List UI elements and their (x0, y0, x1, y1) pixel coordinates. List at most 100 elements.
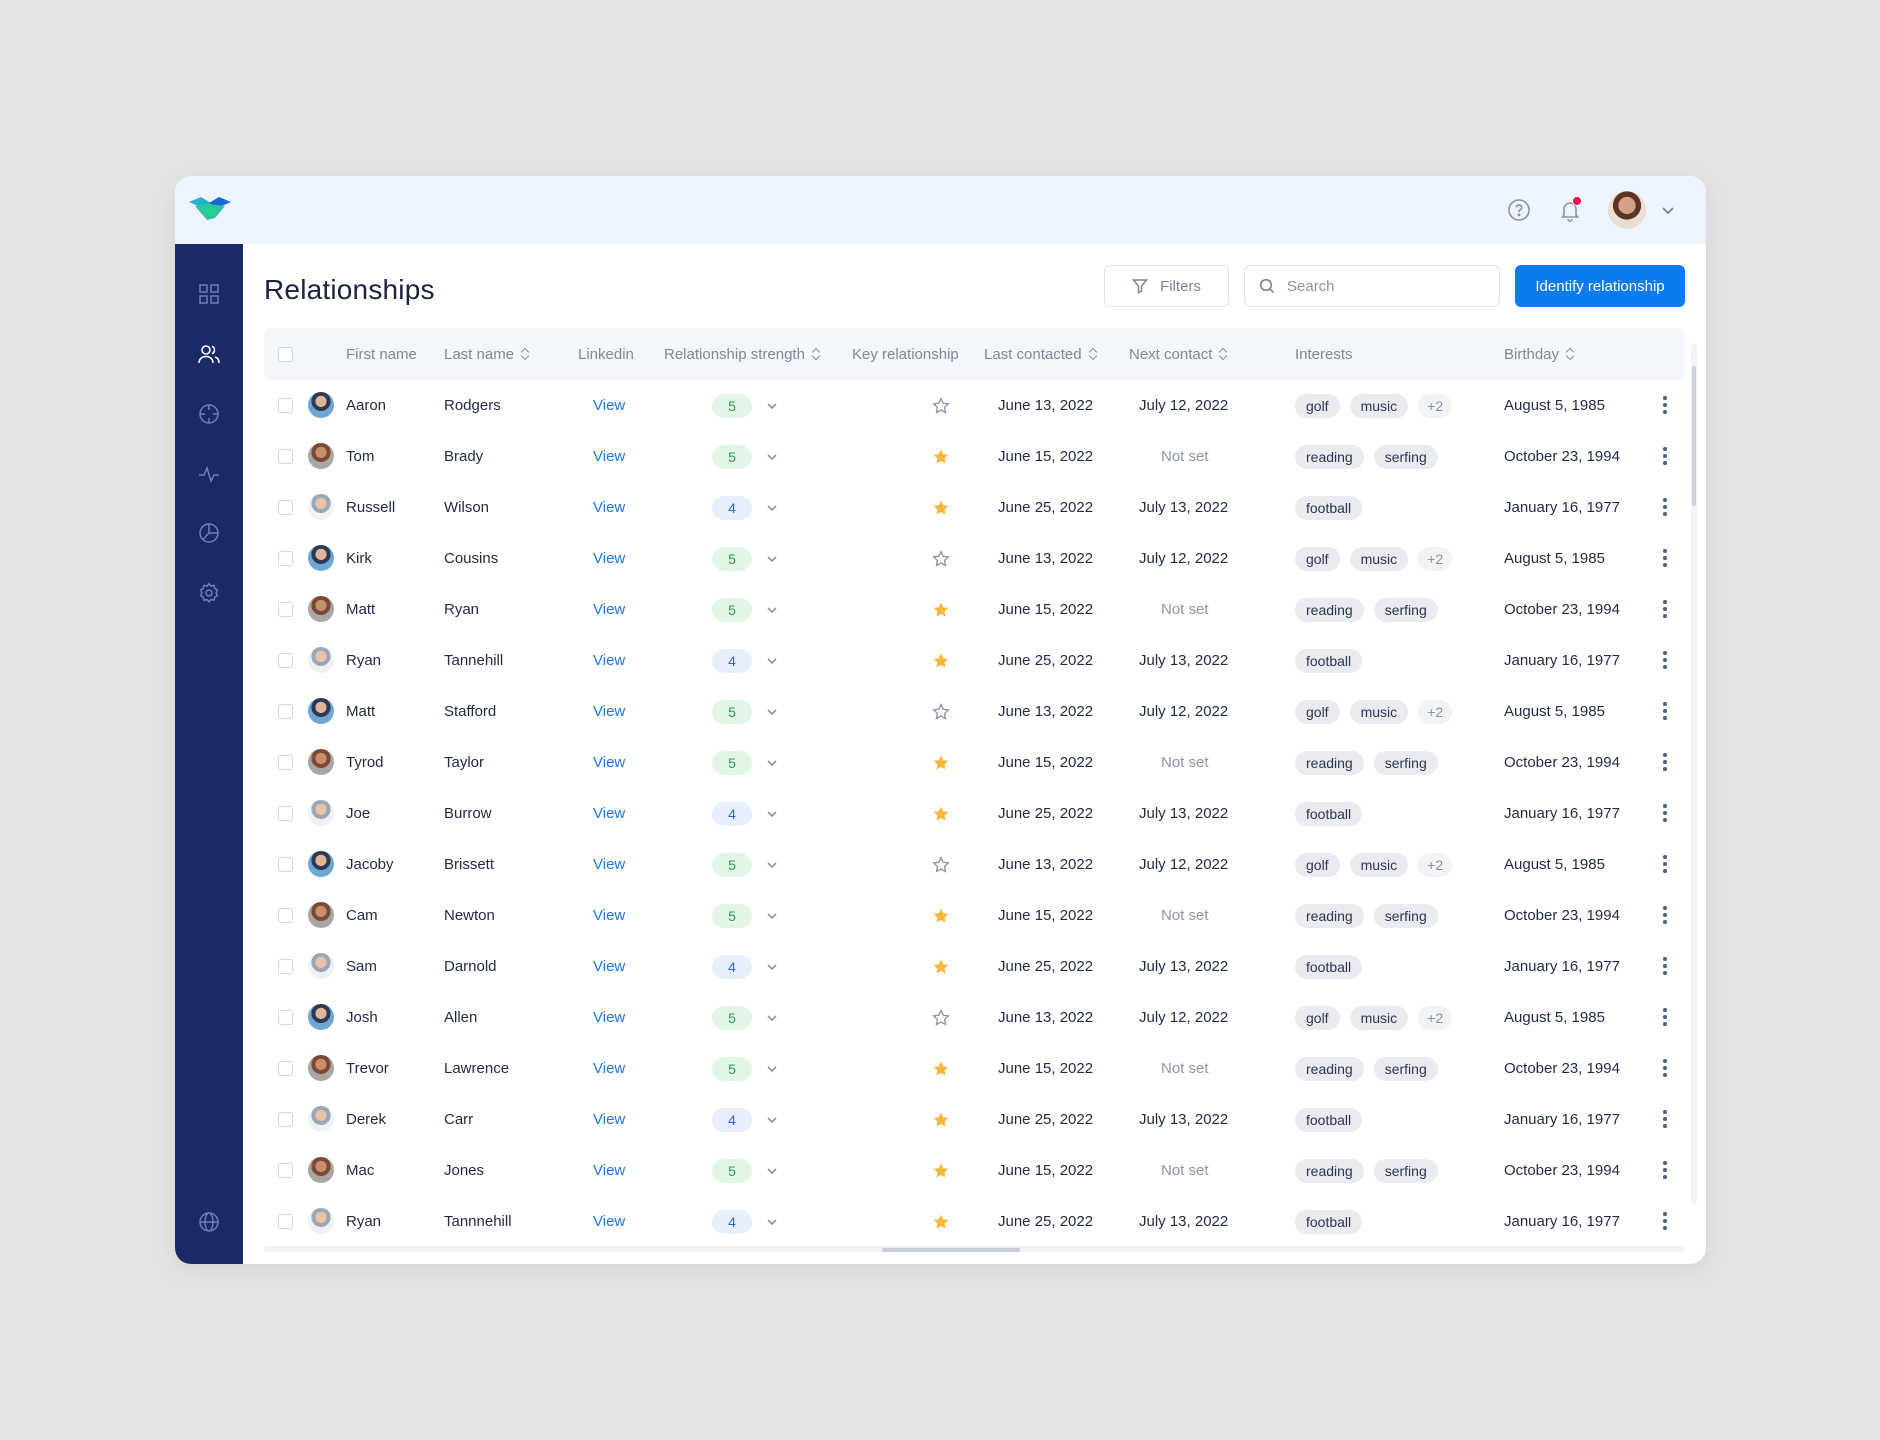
row-menu-icon[interactable] (1663, 1008, 1667, 1026)
strength-cell[interactable]: 4 (712, 635, 778, 686)
strength-cell[interactable]: 5 (712, 584, 778, 635)
key-relationship-toggle[interactable] (932, 380, 950, 431)
table-row[interactable]: Matt Ryan View 5 June 15, 2022 Not set reading… (264, 584, 1685, 635)
row-checkbox[interactable] (278, 806, 293, 821)
chevron-down-icon[interactable] (1660, 202, 1676, 218)
chevron-down-icon[interactable] (766, 1216, 778, 1228)
table-row[interactable]: Matt Stafford View 5 June 13, 2022 July 12, 2… (264, 686, 1685, 737)
linkedin-view-link[interactable]: View (593, 1060, 626, 1077)
chevron-down-icon[interactable] (766, 1114, 778, 1126)
vertical-scroll-track[interactable] (1691, 344, 1697, 1204)
vertical-scrollbar[interactable] (1692, 366, 1696, 506)
strength-cell[interactable]: 4 (712, 1196, 778, 1247)
table-row[interactable]: Ryan Tannnehill View 4 June 25, 2022 July 13,… (264, 1196, 1685, 1247)
column-last-contacted[interactable]: Last contacted (984, 328, 1097, 380)
sort-icon[interactable] (812, 348, 820, 360)
row-checkbox[interactable] (278, 1010, 293, 1025)
column-first-name[interactable]: First name (346, 328, 417, 380)
column-relationship-strength[interactable]: Relationship strength (664, 328, 820, 380)
table-row[interactable]: Mac Jones View 5 June 15, 2022 Not set reading… (264, 1145, 1685, 1196)
row-checkbox[interactable] (278, 449, 293, 464)
row-checkbox[interactable] (278, 500, 293, 515)
table-row[interactable]: Aaron Rodgers View 5 June 13, 2022 July 12, 2… (264, 380, 1685, 431)
linkedin-view-link[interactable]: View (593, 1111, 626, 1128)
row-checkbox[interactable] (278, 704, 293, 719)
chevron-down-icon[interactable] (766, 859, 778, 871)
linkedin-view-link[interactable]: View (593, 856, 626, 873)
row-menu-icon[interactable] (1663, 957, 1667, 975)
table-row[interactable]: Ryan Tannehill View 4 June 25, 2022 July 13, … (264, 635, 1685, 686)
strength-cell[interactable]: 5 (712, 992, 778, 1043)
table-row[interactable]: Jacoby Brissett View 5 June 13, 2022 July 12,… (264, 839, 1685, 890)
linkedin-view-link[interactable]: View (593, 550, 626, 567)
sidebar-item-activity[interactable] (195, 460, 223, 488)
key-relationship-toggle[interactable] (932, 482, 950, 533)
more-interests-badge[interactable]: +2 (1418, 546, 1453, 571)
chevron-down-icon[interactable] (766, 451, 778, 463)
table-row[interactable]: Joe Burrow View 4 June 25, 2022 July 13, 2022… (264, 788, 1685, 839)
help-button[interactable] (1505, 196, 1533, 224)
sidebar-item-relationships[interactable] (195, 340, 223, 368)
table-row[interactable]: Josh Allen View 5 June 13, 2022 July 12, 2022… (264, 992, 1685, 1043)
linkedin-view-link[interactable]: View (593, 907, 626, 924)
strength-cell[interactable]: 4 (712, 482, 778, 533)
strength-cell[interactable]: 5 (712, 431, 778, 482)
chevron-down-icon[interactable] (766, 553, 778, 565)
strength-cell[interactable]: 5 (712, 737, 778, 788)
filters-button[interactable]: Filters (1104, 265, 1229, 307)
sort-icon[interactable] (1089, 348, 1097, 360)
more-interests-badge[interactable]: +2 (1418, 699, 1453, 724)
row-menu-icon[interactable] (1663, 651, 1667, 669)
key-relationship-toggle[interactable] (932, 737, 950, 788)
key-relationship-toggle[interactable] (932, 533, 950, 584)
row-checkbox[interactable] (278, 1163, 293, 1178)
identify-relationship-button[interactable]: Identify relationship (1515, 265, 1685, 307)
table-row[interactable]: Tom Brady View 5 June 15, 2022 Not set reading… (264, 431, 1685, 482)
key-relationship-toggle[interactable] (932, 1043, 950, 1094)
chevron-down-icon[interactable] (766, 1165, 778, 1177)
column-last-name[interactable]: Last name (444, 328, 529, 380)
strength-cell[interactable]: 4 (712, 941, 778, 992)
key-relationship-toggle[interactable] (932, 788, 950, 839)
row-checkbox[interactable] (278, 1214, 293, 1229)
table-row[interactable]: Sam Darnold View 4 June 25, 2022 July 13, 202… (264, 941, 1685, 992)
row-menu-icon[interactable] (1663, 1161, 1667, 1179)
table-row[interactable]: Tyrod Taylor View 5 June 15, 2022 Not set read… (264, 737, 1685, 788)
strength-cell[interactable]: 4 (712, 1094, 778, 1145)
row-menu-icon[interactable] (1663, 702, 1667, 720)
strength-cell[interactable]: 5 (712, 1145, 778, 1196)
key-relationship-toggle[interactable] (932, 992, 950, 1043)
sidebar-item-language[interactable] (195, 1208, 223, 1236)
table-row[interactable]: Kirk Cousins View 5 June 13, 2022 July 12, 20… (264, 533, 1685, 584)
chevron-down-icon[interactable] (766, 961, 778, 973)
key-relationship-toggle[interactable] (932, 890, 950, 941)
row-menu-icon[interactable] (1663, 396, 1667, 414)
horizontal-scrollbar[interactable] (882, 1248, 1020, 1252)
linkedin-view-link[interactable]: View (593, 703, 626, 720)
user-avatar[interactable] (1608, 191, 1646, 229)
sidebar-item-dashboard[interactable] (195, 280, 223, 308)
chevron-down-icon[interactable] (766, 655, 778, 667)
notifications-button[interactable] (1556, 196, 1584, 224)
row-menu-icon[interactable] (1663, 804, 1667, 822)
row-checkbox[interactable] (278, 1061, 293, 1076)
linkedin-view-link[interactable]: View (593, 397, 626, 414)
sidebar-item-targets[interactable] (195, 400, 223, 428)
key-relationship-toggle[interactable] (932, 431, 950, 482)
sort-icon[interactable] (521, 348, 529, 360)
key-relationship-toggle[interactable] (932, 635, 950, 686)
linkedin-view-link[interactable]: View (593, 958, 626, 975)
linkedin-view-link[interactable]: View (593, 805, 626, 822)
strength-cell[interactable]: 5 (712, 890, 778, 941)
row-menu-icon[interactable] (1663, 855, 1667, 873)
search-input[interactable] (1287, 277, 1477, 295)
sidebar-item-analytics[interactable] (195, 519, 223, 547)
more-interests-badge[interactable]: +2 (1418, 1005, 1453, 1030)
strength-cell[interactable]: 4 (712, 788, 778, 839)
linkedin-view-link[interactable]: View (593, 601, 626, 618)
row-menu-icon[interactable] (1663, 753, 1667, 771)
chevron-down-icon[interactable] (766, 910, 778, 922)
row-checkbox[interactable] (278, 551, 293, 566)
row-checkbox[interactable] (278, 959, 293, 974)
search-box[interactable] (1244, 265, 1500, 307)
